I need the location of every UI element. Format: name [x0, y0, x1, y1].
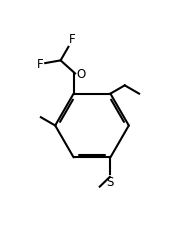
Text: F: F [69, 33, 76, 46]
Text: O: O [76, 68, 86, 81]
Text: S: S [107, 175, 114, 188]
Text: F: F [37, 57, 44, 70]
